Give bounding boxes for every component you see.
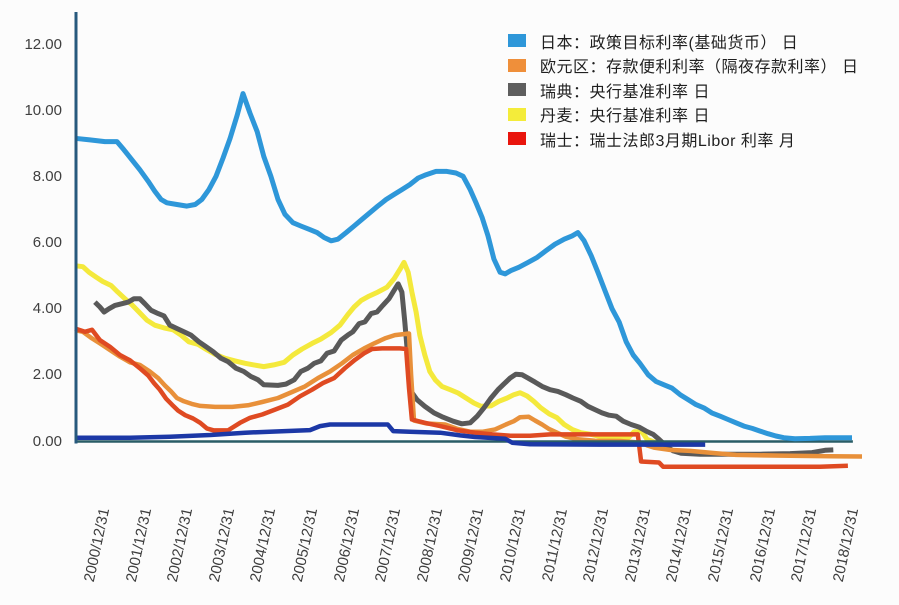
- y-axis-tick-label: 8.00: [32, 167, 62, 185]
- legend-swatch-denmark: [508, 107, 526, 121]
- legend-swatch-sweden: [508, 83, 526, 96]
- chart-legend: 日本：政策目标利率(基础货币） 日欧元区：存款便利利率（隔夜存款利率） 日瑞典：…: [508, 31, 859, 150]
- y-axis-tick-label: 6.00: [32, 234, 62, 251]
- legend-item-denmark: 丹麦：央行基准利率 日: [508, 105, 858, 125]
- y-axis-tick-label: 10.00: [24, 101, 62, 119]
- legend-item-sweden: 瑞典：央行基准利率 日: [508, 80, 858, 101]
- series-line-sweden: [93, 281, 834, 457]
- series-line-unlabeled-navy: [75, 422, 706, 447]
- legend-item-eurozone: 欧元区：存款便利利率（隔夜存款利率） 日: [508, 56, 859, 76]
- legend-swatch-switzerland: [508, 132, 526, 145]
- legend-swatch-eurozone: [508, 58, 526, 72]
- legend-item-japan: 日本：政策目标利率(基础货币） 日: [508, 31, 858, 52]
- legend-label-denmark: 丹麦：央行基准利率 日: [540, 108, 710, 125]
- y-axis-tick-label: 4.00: [32, 300, 62, 318]
- y-axis-tick-label: 0.00: [32, 432, 62, 450]
- legend-swatch-japan: [508, 34, 526, 47]
- legend-label-japan: 日本：政策目标利率(基础货币） 日: [540, 34, 799, 52]
- legend-label-sweden: 瑞典：央行基准利率 日: [540, 83, 710, 101]
- legend-item-switzerland: 瑞士：瑞士法郎3月期Libor 利率 月: [508, 129, 858, 150]
- series-line-denmark: [74, 259, 660, 446]
- series-line-japan: [74, 91, 852, 442]
- legend-label-eurozone: 欧元区：存款便利利率（隔夜存款利率） 日: [540, 59, 859, 76]
- y-axis-tick-label: 12.00: [24, 35, 62, 53]
- legend-label-switzerland: 瑞士：瑞士法郎3月期Libor 利率 月: [540, 132, 796, 150]
- y-axis-tick-label: 2.00: [32, 366, 62, 384]
- series-line-switzerland: [74, 326, 848, 470]
